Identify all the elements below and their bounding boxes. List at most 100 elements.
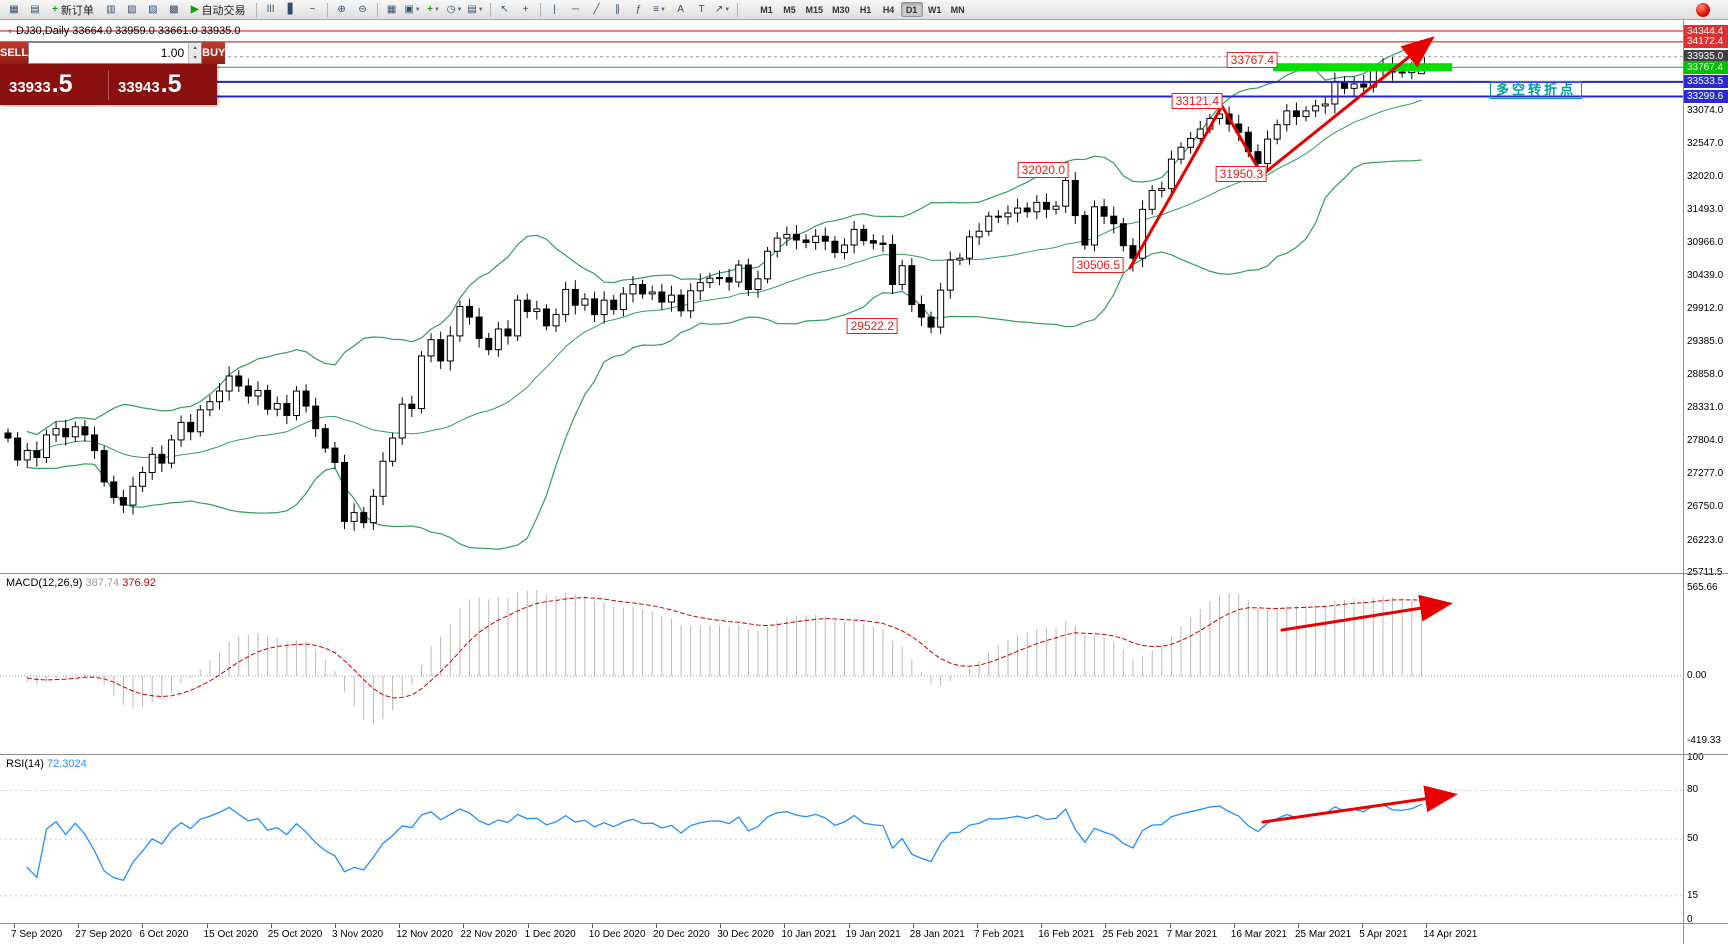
trendline-icon-glyph: ╱ [593,3,600,15]
new-order-glyph: + [52,3,58,15]
trendline-icon[interactable]: ╱ [587,2,607,18]
date-tick [1298,924,1299,928]
periods-icon[interactable]: ◷ ▼ [445,2,465,18]
price-annotation[interactable]: 30506.5 [1072,256,1124,273]
timeframe-d1[interactable]: D1 [900,2,923,17]
date-tick [591,924,593,928]
text-icon[interactable]: A [671,2,691,18]
label-icon[interactable]: T [692,2,712,18]
macd-pane-separator[interactable] [0,573,1728,574]
templates-icon-glyph: ▤ [467,3,477,15]
date-tick [977,924,978,928]
shapes-icon[interactable]: ≡ ▼ [650,2,670,18]
zoom-out-icon[interactable]: ⊖ [353,2,373,18]
price-scale-label: 31493.0 [1687,204,1724,216]
price-pane[interactable] [0,30,1683,550]
navigator-icon[interactable]: ▨ [143,2,163,18]
dropdown-caret-icon[interactable]: ▼ [724,6,731,13]
candlestick-icon[interactable]: ▋ [282,2,302,18]
date-label: 19 Jan 2021 [845,929,901,940]
date-tick [1426,924,1428,928]
price-scale-label: 32020.0 [1687,171,1724,183]
dropdown-caret-icon[interactable]: ▼ [414,6,421,13]
price-annotation[interactable]: 29522.2 [846,318,898,335]
volume-increase-button[interactable]: ▲ [189,43,202,53]
sell-price[interactable]: 33933.5 [9,70,73,98]
timeframe-mn[interactable]: MN [950,4,965,15]
vertical-line-icon[interactable]: | [545,2,565,18]
volume-decrease-button[interactable]: ▼ [189,53,202,63]
buy-price[interactable]: 33943.5 [118,70,182,98]
date-label: 7 Mar 2021 [1166,929,1218,940]
dropdown-caret-icon[interactable]: ▼ [477,6,484,13]
price-scale-label: 33074.0 [1687,105,1724,117]
price-annotation[interactable]: 33121.4 [1171,92,1223,109]
dropdown-caret-icon[interactable]: ▼ [456,6,463,13]
toolbar-separator [489,2,491,17]
new-chart-icon[interactable]: ▦ [4,2,24,18]
data-window-icon-glyph: ▧ [127,3,137,15]
bar-chart-icon[interactable]: ǀǀǀ [261,2,281,18]
cursor-icon[interactable]: ↖ [495,2,515,18]
rsi-scale-label: 0 [1687,914,1693,925]
market-watch-icon[interactable]: ▥ [101,2,121,18]
templates-icon[interactable]: ▤ ▼ [466,2,486,18]
sell-button[interactable]: SELL [0,42,29,64]
date-tick [399,924,401,928]
horizontal-line-icon-glyph: ─ [572,3,580,15]
price-scale[interactable]: 34344.4 34172.4 33935.0 33767.4 33533.5 33299… [1684,20,1728,944]
toolbar-separator [376,2,378,17]
timeframe-m30[interactable]: M30 [832,4,850,15]
line-chart-icon[interactable]: ~ [303,2,323,18]
date-tick [78,924,80,928]
fibonacci-icon[interactable]: ƒ [629,2,649,18]
timeframe-h1[interactable]: H1 [859,4,872,15]
date-label: 27 Sep 2020 [75,929,132,940]
zoom-in-icon[interactable]: ⊕ [332,2,352,18]
one-click-toggle-icon[interactable]: ▾ [8,27,13,36]
timeframe-w1[interactable]: W1 [927,4,942,15]
indicators-icon[interactable]: + ▼ [424,2,444,18]
crosshair-icon[interactable]: + [516,2,536,18]
price-annotation[interactable]: 32020.0 [1017,161,1069,178]
scale-separator [1683,20,1684,944]
macd-pane[interactable] [0,590,1683,725]
date-label: 25 Mar 2021 [1295,929,1352,940]
tile-windows-icon[interactable]: ▦ [382,2,402,18]
timeframe-m5[interactable]: M5 [783,4,796,15]
price-scale-label: 34172.4 [1684,35,1728,49]
timeframe-m1[interactable]: M1 [760,4,773,15]
price-annotation[interactable]: 33767.4 [1226,52,1278,69]
macd-scale-label: -419.33 [1687,735,1721,746]
turning-point-note[interactable]: 多空转折点 [1490,81,1583,99]
autotrade-button[interactable]: ▶ 自动交易 [185,2,252,18]
horizontal-line-icon[interactable]: ─ [566,2,586,18]
date-axis[interactable]: 7 Sep 2020 27 Sep 2020 6 Oct 2020 15 Oct 20… [0,924,1728,944]
timeframe-m15[interactable]: M15 [805,4,824,15]
toolbar-separator [736,2,738,17]
buy-button[interactable]: BUY [202,42,226,64]
terminal-icon[interactable]: ▩ [164,2,184,18]
price-scale-label: 29912.0 [1687,303,1724,315]
arrange-icon[interactable]: ▣ ▼ [403,2,423,18]
rsi-pane-separator[interactable] [0,754,1728,755]
data-window-icon[interactable]: ▧ [122,2,142,18]
alert-icon[interactable] [1696,3,1710,17]
price-annotation[interactable]: 31950.3 [1215,166,1267,183]
rsi-pane[interactable] [0,785,1683,897]
arrows-tool-icon[interactable]: ↗ ▼ [713,2,733,18]
toolbar-separator [539,2,541,17]
date-tick [1041,924,1043,928]
dropdown-caret-icon[interactable]: ▼ [659,6,666,13]
date-label: 12 Nov 2020 [396,929,453,940]
date-tick [463,924,465,928]
date-tick [206,924,208,928]
channel-icon[interactable]: ∥ [608,2,628,18]
volume-input[interactable] [29,43,189,63]
timeframe-h4[interactable]: H4 [882,4,895,15]
new-order-button[interactable]: + 新订单 [46,2,100,18]
vertical-line-icon-glyph: | [553,3,556,15]
profiles-icon[interactable]: ▤ [25,2,45,18]
dropdown-caret-icon[interactable]: ▼ [433,6,440,13]
